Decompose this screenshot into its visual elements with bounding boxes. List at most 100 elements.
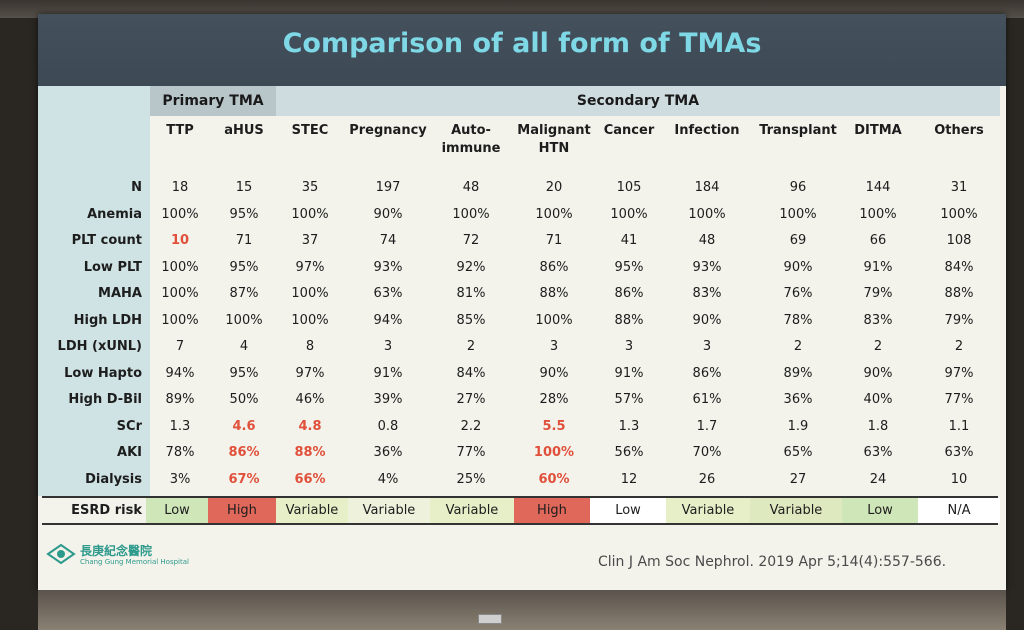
table-cell: 4% (377, 471, 399, 487)
table-cell: 10 (950, 471, 968, 487)
table-cell: 48 (698, 233, 716, 248)
table-cell: 90% (539, 365, 569, 381)
column-header-line: Pregnancy (349, 123, 427, 138)
table-cell: 90% (863, 365, 893, 381)
table-cell: 86% (539, 259, 569, 275)
table-cell: 50% (229, 392, 259, 407)
table-cell: 3 (702, 339, 712, 354)
column-header-line: Malignant (517, 123, 591, 138)
column-header: Infection (662, 122, 752, 140)
table-cell: 84% (456, 365, 486, 381)
table-cell: 95% (614, 259, 644, 275)
column-header-line: aHUS (224, 123, 264, 138)
table-cell: 72 (462, 233, 480, 248)
table-cell: 2.2 (460, 418, 482, 434)
column-header-line: DITMA (854, 123, 902, 138)
column-header-line: TTP (166, 123, 194, 138)
table-cell: 66% (294, 471, 326, 487)
row-label: Dialysis (85, 471, 142, 487)
table-cell: 100% (533, 445, 575, 460)
table-cell: 89% (783, 365, 813, 381)
table-cell: 2 (954, 339, 964, 354)
group-secondary-tma: Secondary TMA (276, 86, 1000, 116)
column-header-line: Others (934, 123, 984, 138)
column-header-line: Cancer (603, 123, 655, 138)
table-cell: 108 (946, 233, 972, 248)
table-cell: 63% (373, 286, 403, 301)
table-cell: 100% (161, 259, 199, 275)
table-cell: 83% (692, 286, 722, 301)
table-cell: 100% (688, 206, 726, 222)
column-header: STEC (265, 122, 355, 140)
table-cell: 41 (620, 233, 638, 248)
table-cell: 1.8 (867, 418, 889, 434)
table-cell: 90% (783, 259, 813, 275)
table-cell: 24 (869, 471, 887, 487)
title-bar: Comparison of all form of TMAs (38, 14, 1006, 86)
table-cell: 100% (535, 312, 573, 328)
table-cell: 63% (863, 445, 893, 460)
table-cell: 1.1 (948, 418, 970, 434)
column-header: Auto-immune (426, 122, 516, 158)
column-header-line: Infection (674, 123, 740, 138)
table-cell: 77% (944, 392, 974, 407)
esrd-risk-cell: Variable (430, 498, 514, 523)
column-header-line: Transplant (759, 123, 837, 138)
table-cell: 92% (456, 259, 486, 275)
table-cell: 35 (301, 180, 319, 195)
table-cell: 26 (698, 471, 716, 487)
table-cell: 88% (944, 286, 974, 301)
slide-title: Comparison of all form of TMAs (282, 28, 762, 59)
table-cell: 93% (692, 259, 722, 275)
table-cell: 100% (161, 286, 199, 301)
table-cell: 3% (169, 471, 191, 487)
table-cell: 7 (175, 339, 185, 354)
table-cell: 100% (610, 206, 648, 222)
table-cell: 84% (944, 259, 974, 275)
table-cell: 86% (228, 445, 260, 460)
esrd-risk-cell: Variable (666, 498, 750, 523)
hospital-name-english: Chang Gung Memorial Hospital (80, 558, 189, 566)
table-cell: 94% (165, 365, 195, 381)
table-cell: 100% (859, 206, 897, 222)
table-cell: 4.6 (232, 418, 256, 434)
table-cell: 10 (170, 233, 190, 248)
esrd-risk-cell: Low (146, 498, 208, 523)
table-cell: 105 (616, 180, 642, 195)
table-cell: 61% (692, 392, 722, 407)
esrd-risk-cell: Variable (348, 498, 430, 523)
column-header: Pregnancy (343, 122, 433, 140)
table-cell: 1.9 (787, 418, 809, 434)
hospital-name: 長庚紀念醫院 (80, 544, 153, 558)
table-cell: 78% (165, 445, 195, 460)
row-label-band (38, 86, 150, 496)
slide-content: Primary TMA Secondary TMA TTP aHUS STEC Pre… (38, 86, 1006, 590)
table-cell: 36% (373, 445, 403, 460)
table-cell: 1.7 (696, 418, 718, 434)
table-cell: 18 (171, 180, 189, 195)
table-cell: 31 (950, 180, 968, 195)
table-cell: 57% (614, 392, 644, 407)
table-cell: 85% (456, 312, 486, 328)
table-cell: 4 (239, 339, 249, 354)
column-header: TTP (135, 122, 225, 140)
frame-button (478, 614, 502, 624)
table-cell: 60% (538, 471, 570, 487)
table-cell: 69 (789, 233, 807, 248)
table-cell: 81% (456, 286, 486, 301)
esrd-risk-cell: N/A (918, 498, 1000, 523)
table-cell: 100% (779, 206, 817, 222)
table-cell: 67% (228, 471, 260, 487)
table-cell: 94% (373, 312, 403, 328)
table-cell: 28% (539, 392, 569, 407)
esrd-risk-label: ESRD risk (71, 503, 142, 518)
table-cell: 56% (614, 445, 644, 460)
table-cell: 8 (305, 339, 315, 354)
row-label: High D-Bil (68, 392, 142, 407)
table-cell: 70% (692, 445, 722, 460)
table-cell: 95% (229, 365, 259, 381)
table-cell: 100% (161, 206, 199, 222)
table-cell: 27 (789, 471, 807, 487)
hospital-logo-icon (46, 543, 76, 565)
table-cell: 2 (873, 339, 883, 354)
